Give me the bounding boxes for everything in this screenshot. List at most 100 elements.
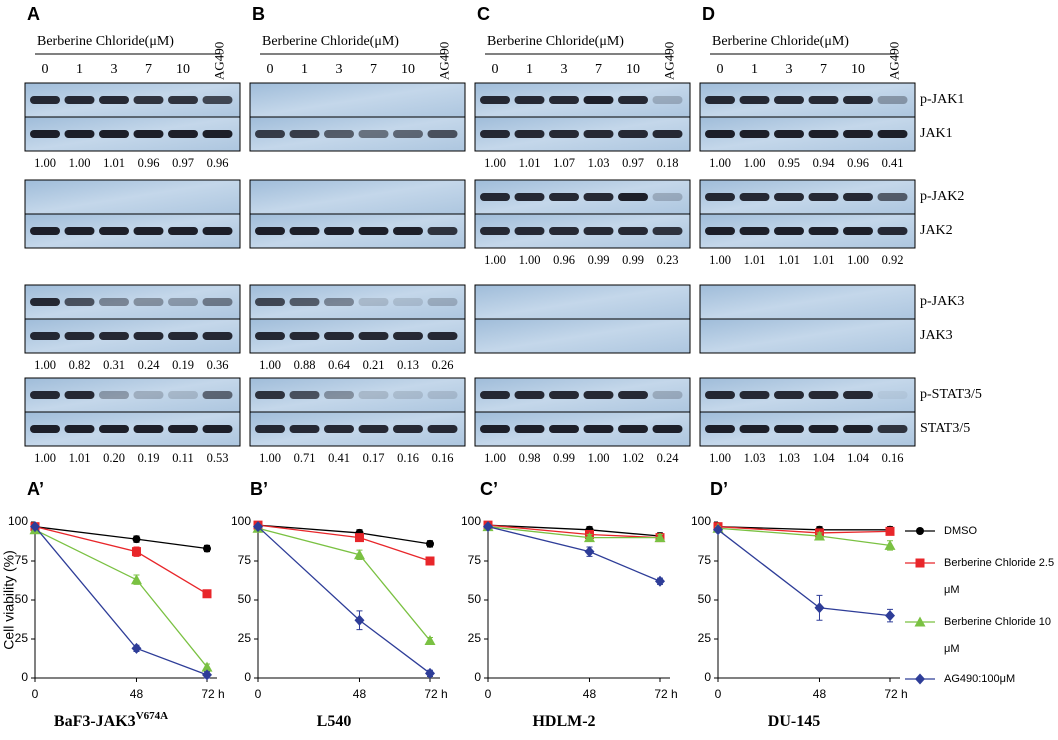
blot-band bbox=[255, 227, 285, 235]
blot-band bbox=[583, 96, 614, 104]
band-ratio: 0.16 bbox=[882, 451, 904, 465]
blot-band bbox=[514, 193, 545, 201]
band-ratio: 0.17 bbox=[363, 451, 385, 465]
y-tick-label: 0 bbox=[21, 670, 28, 684]
band-ratio: 0.97 bbox=[172, 156, 194, 170]
blot-band bbox=[877, 425, 908, 433]
blot-band bbox=[133, 298, 164, 306]
lane-label: 3 bbox=[336, 62, 343, 77]
blot-band bbox=[583, 130, 614, 138]
band-ratio: 0.92 bbox=[882, 253, 904, 267]
lane-label: 3 bbox=[111, 62, 118, 77]
blot-band bbox=[30, 332, 60, 340]
chart-title: DU-145 bbox=[768, 713, 820, 730]
series-line bbox=[34, 529, 208, 668]
blot-band bbox=[480, 96, 510, 104]
blot-band bbox=[393, 227, 423, 235]
blot-band bbox=[739, 96, 770, 104]
series-line bbox=[257, 524, 431, 562]
band-ratio: 0.19 bbox=[172, 358, 194, 372]
blot-band bbox=[618, 193, 648, 201]
blot-band bbox=[255, 391, 285, 399]
blot-band bbox=[877, 227, 908, 235]
blot-band bbox=[480, 425, 510, 433]
lane-label: 0 bbox=[717, 62, 724, 77]
blot-band bbox=[705, 227, 735, 235]
blot-membrane bbox=[474, 82, 691, 118]
panel-letter: D bbox=[702, 4, 715, 24]
blot-band bbox=[618, 227, 648, 235]
band-ratio: 0.16 bbox=[432, 451, 454, 465]
band-ratio: 1.00 bbox=[709, 451, 731, 465]
lane-label: 0 bbox=[42, 62, 49, 77]
blot-band bbox=[393, 391, 423, 399]
panel-letter: B’ bbox=[250, 479, 268, 499]
lane-label: 1 bbox=[751, 62, 758, 77]
blot-band bbox=[808, 227, 839, 235]
point bbox=[424, 635, 436, 646]
panel-letter: C bbox=[477, 4, 490, 24]
band-ratio: 1.00 bbox=[484, 156, 506, 170]
y-tick-label: 0 bbox=[704, 670, 711, 684]
blot-band bbox=[808, 425, 839, 433]
blot-band bbox=[202, 130, 233, 138]
legend-label: Berberine Chloride 2.5 μM bbox=[944, 556, 1055, 596]
blot-band bbox=[618, 391, 648, 399]
band-ratio: 1.00 bbox=[259, 358, 281, 372]
band-ratio: 0.96 bbox=[553, 253, 575, 267]
x-tick-label: 72 h bbox=[424, 687, 447, 701]
blot-band bbox=[514, 425, 545, 433]
point bbox=[253, 521, 263, 533]
band-ratio: 1.00 bbox=[519, 253, 541, 267]
band-ratio: 1.01 bbox=[519, 156, 541, 170]
blot-band bbox=[549, 227, 579, 235]
blot-band bbox=[358, 298, 389, 306]
band-ratio: 1.00 bbox=[709, 253, 731, 267]
blot-band bbox=[549, 391, 579, 399]
legend-label: DMSO bbox=[944, 524, 977, 537]
blot-band bbox=[618, 425, 648, 433]
legend-label: Berberine Chloride 10 μM bbox=[944, 615, 1052, 655]
protein-label: p-JAK3 bbox=[920, 294, 964, 309]
blot-band bbox=[324, 227, 354, 235]
band-ratio: 1.00 bbox=[847, 253, 869, 267]
y-tick-label: 25 bbox=[15, 631, 29, 645]
point bbox=[583, 532, 595, 543]
protein-label: p-JAK1 bbox=[920, 92, 964, 107]
blot-band bbox=[480, 227, 510, 235]
blot-band bbox=[64, 391, 95, 399]
x-tick-label: 0 bbox=[485, 687, 492, 701]
band-ratio: 1.00 bbox=[34, 156, 56, 170]
lane-label: 1 bbox=[301, 62, 308, 77]
band-ratio: 1.00 bbox=[69, 156, 91, 170]
point bbox=[425, 556, 435, 566]
protein-label: JAK3 bbox=[920, 328, 953, 343]
blot-band bbox=[843, 193, 873, 201]
blot-band bbox=[514, 227, 545, 235]
protein-label: STAT3/5 bbox=[920, 421, 970, 436]
blot-band bbox=[843, 227, 873, 235]
y-tick-label: 50 bbox=[468, 592, 482, 606]
blot-band bbox=[64, 130, 95, 138]
blot-band bbox=[99, 96, 129, 104]
blot-band bbox=[64, 425, 95, 433]
band-ratio: 0.64 bbox=[328, 358, 351, 372]
band-ratio: 1.01 bbox=[103, 156, 125, 170]
blot-band bbox=[358, 130, 389, 138]
y-tick-label: 50 bbox=[238, 592, 252, 606]
blot-band bbox=[324, 391, 354, 399]
chart-title: BaF3-JAK3V674A bbox=[54, 710, 168, 730]
blot-band bbox=[202, 425, 233, 433]
blot-band bbox=[843, 425, 873, 433]
series-line bbox=[34, 526, 208, 550]
blot-band bbox=[774, 96, 804, 104]
blot-band bbox=[514, 130, 545, 138]
blot-band bbox=[133, 227, 164, 235]
point bbox=[885, 526, 895, 536]
blot-band bbox=[30, 425, 60, 433]
point bbox=[885, 610, 895, 622]
blot-band bbox=[739, 227, 770, 235]
x-tick-label: 48 bbox=[130, 687, 144, 701]
point bbox=[813, 530, 825, 541]
